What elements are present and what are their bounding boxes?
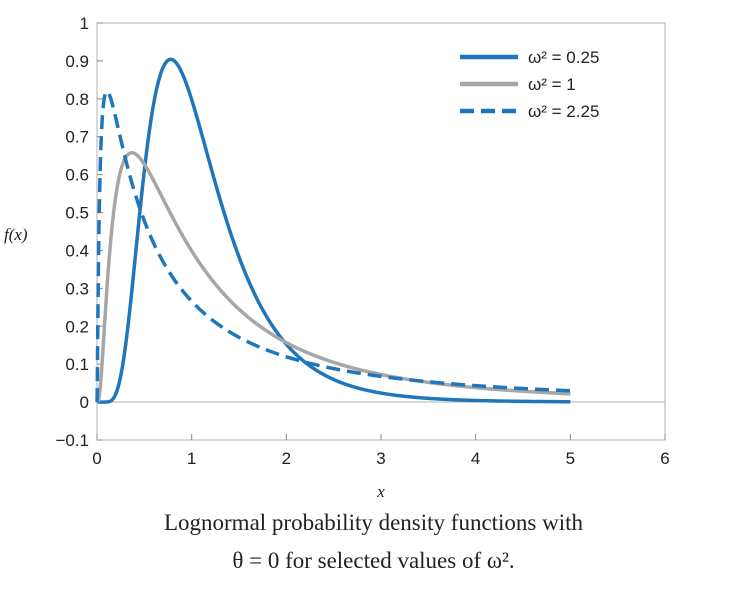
x-tick-label: 3 xyxy=(376,449,385,468)
caption-line-1: Lognormal probability density functions … xyxy=(163,510,584,535)
y-tick-label: 0.8 xyxy=(65,90,89,109)
curve-series-1 xyxy=(95,57,572,404)
legend: ω² = 0.25 ω² = 1 ω² = 2.25 xyxy=(460,48,599,121)
y-axis-label: f(x) xyxy=(4,225,28,244)
x-tick-label: 0 xyxy=(92,449,101,468)
y-tick-label: 0.9 xyxy=(65,52,89,71)
caption-line-2: θ = 0 for selected values of ω². xyxy=(232,548,515,573)
y-tick-label: 0.6 xyxy=(65,166,89,185)
y-tick-label: 0.3 xyxy=(65,279,89,298)
y-tick-label: 0.1 xyxy=(65,355,89,374)
x-axis-label: x xyxy=(376,482,385,501)
y-tick-label: 0.2 xyxy=(65,317,89,336)
y-tick-label: 0.4 xyxy=(65,241,89,260)
y-tick-label: 0.7 xyxy=(65,128,89,147)
legend-label-3: ω² = 2.25 xyxy=(528,102,599,121)
curve-series-2 xyxy=(95,151,572,404)
curves xyxy=(95,57,572,404)
x-tick-label: 5 xyxy=(566,449,575,468)
x-axis-ticks: 0 1 2 3 4 5 6 xyxy=(92,434,670,468)
y-tick-label: −0.1 xyxy=(55,431,89,450)
y-tick-label: 0.5 xyxy=(65,204,89,223)
y-tick-label: 0 xyxy=(80,393,89,412)
x-tick-label: 4 xyxy=(471,449,480,468)
x-tick-label: 1 xyxy=(187,449,196,468)
x-tick-label: 6 xyxy=(660,449,669,468)
curve-series-3 xyxy=(95,89,572,404)
x-tick-label: 2 xyxy=(282,449,291,468)
y-axis-ticks: −0.1 0 0.1 0.2 0.3 0.4 0.5 0.6 0.7 0.8 0.9 1 xyxy=(55,14,103,450)
y-tick-label: 1 xyxy=(80,14,89,33)
legend-label-1: ω² = 0.25 xyxy=(528,48,599,67)
legend-label-2: ω² = 1 xyxy=(528,75,576,94)
